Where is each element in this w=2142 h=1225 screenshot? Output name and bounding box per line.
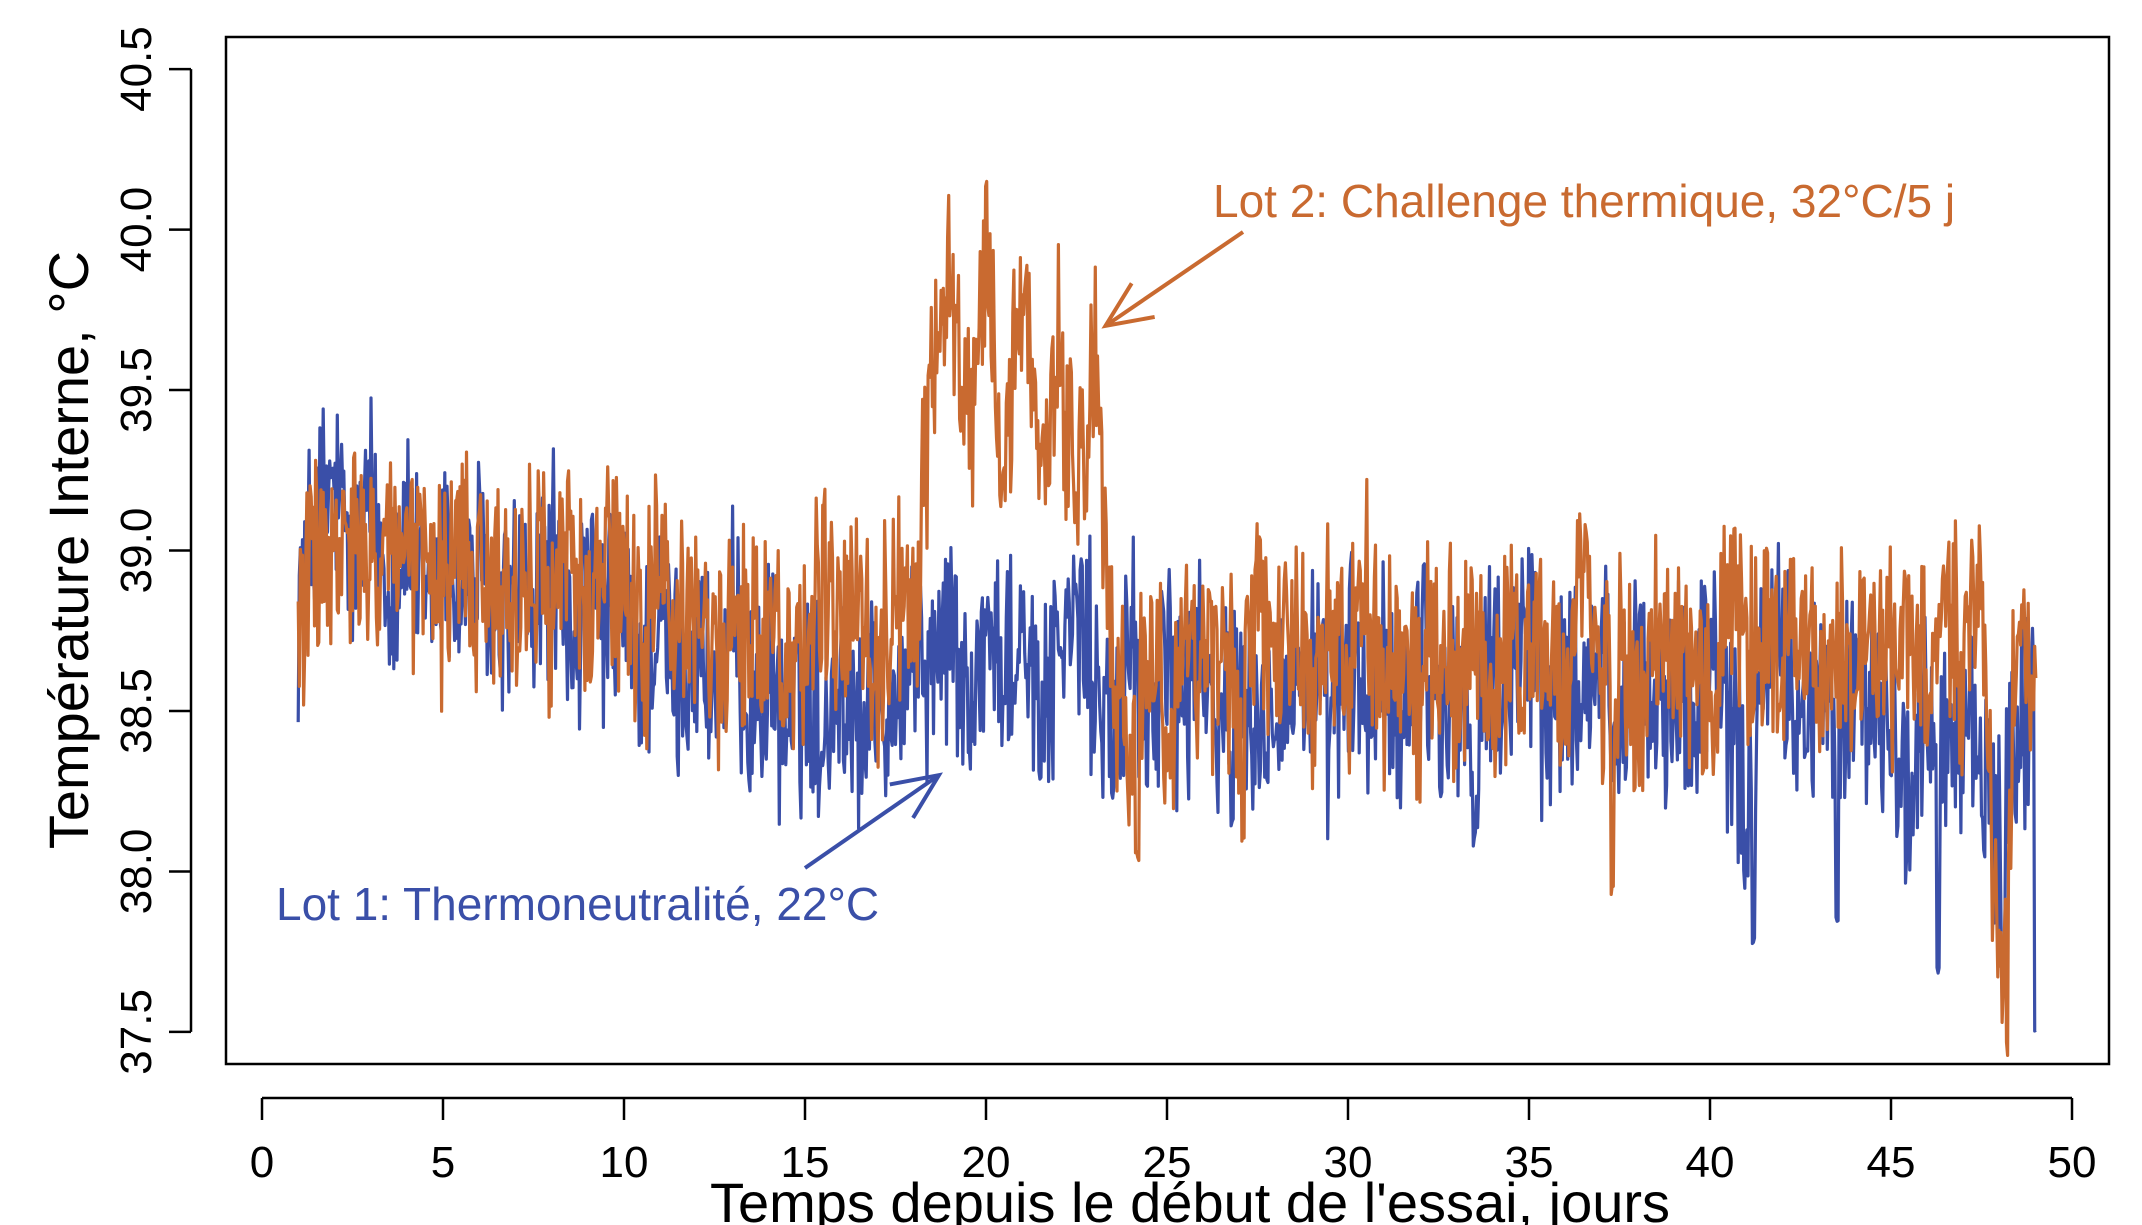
annotation-lot1: Lot 1: Thermoneutralité, 22°C: [276, 878, 879, 930]
series-lot2-line: [296, 179, 2038, 1058]
y-axis-title: Température Interne, °C: [37, 251, 100, 849]
y-tick-label: 39.5: [112, 347, 161, 433]
x-axis-title: Temps depuis le début de l'essai, jours: [710, 1171, 1670, 1225]
x-axis: 0 5 10 15 20 25 30 35 40 45 50: [250, 1096, 2097, 1187]
x-tick-label: 25: [1143, 1138, 1192, 1187]
y-tick-label: 38.5: [112, 668, 161, 754]
x-tick-label: 30: [1324, 1138, 1373, 1187]
x-tick-label: 15: [781, 1138, 830, 1187]
series-layer: [296, 179, 2038, 1058]
y-tick-label: 40.5: [112, 26, 161, 112]
annotation-arrow-head: [889, 772, 943, 819]
x-tick-label: 5: [431, 1138, 455, 1187]
x-tick-label: 40: [1686, 1138, 1735, 1187]
x-tick-label: 50: [2048, 1138, 2097, 1187]
annotation-arrow-head: [1101, 282, 1156, 329]
annotation-layer: Lot 1: Thermoneutralité, 22°C Lot 2: Chal…: [276, 175, 1955, 930]
x-tick-label: 10: [600, 1138, 649, 1187]
plot-area-frame: [224, 35, 2111, 1066]
x-tick-label: 0: [250, 1138, 274, 1187]
annotation-lot2: Lot 2: Challenge thermique, 32°C/5 j: [1213, 175, 1955, 227]
y-tick-label: 37.5: [112, 989, 161, 1075]
annotation-arrow-shaft: [803, 773, 941, 870]
x-tick-label: 20: [962, 1138, 1011, 1187]
y-axis: 37.5 38.0 38.5 39.0 39.5 40.0 40.5: [112, 26, 193, 1075]
y-tick-label: 40.0: [112, 187, 161, 273]
x-tick-label: 45: [1867, 1138, 1916, 1187]
x-tick-label: 35: [1505, 1138, 1554, 1187]
annotation-arrow-shaft: [1104, 230, 1245, 328]
y-tick-label: 39.0: [112, 508, 161, 594]
y-tick-label: 38.0: [112, 829, 161, 915]
